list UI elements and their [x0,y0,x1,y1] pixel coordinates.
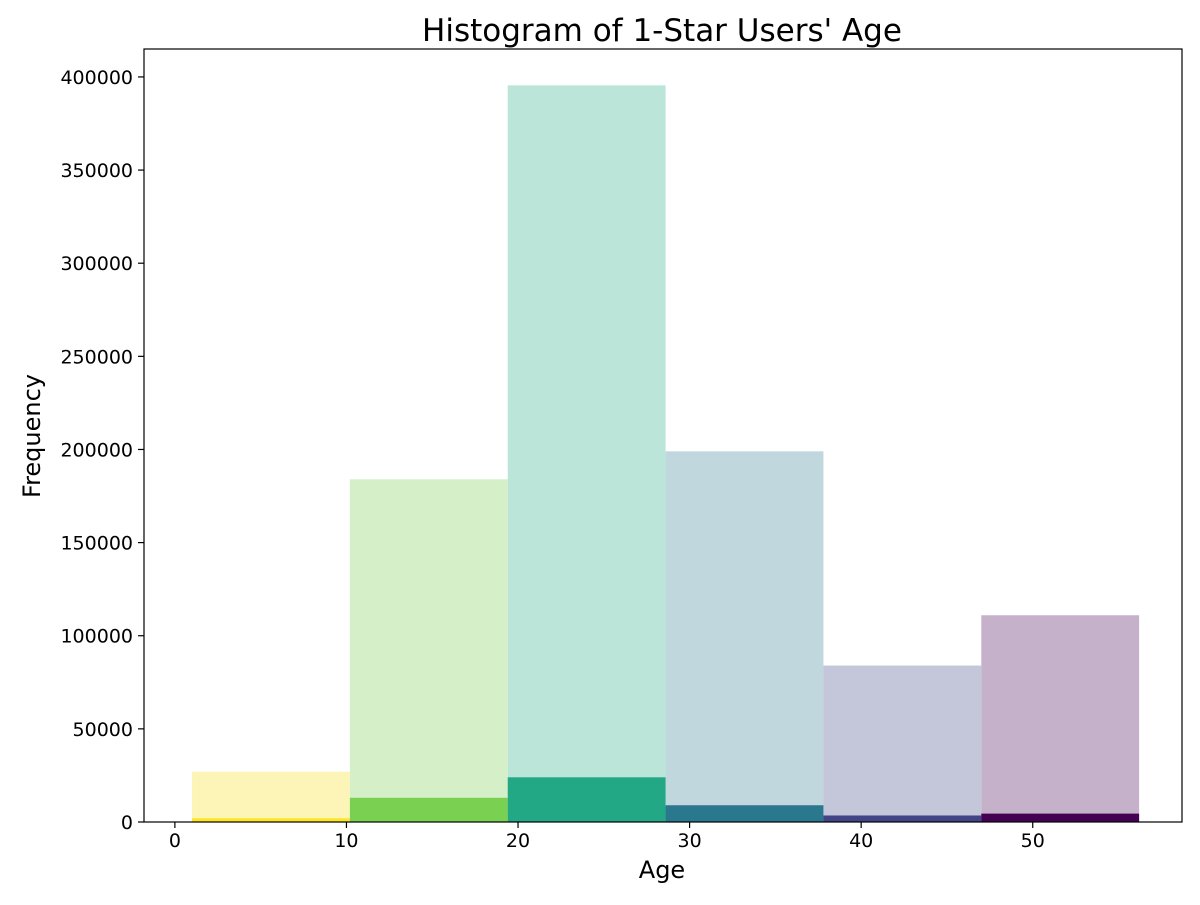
histogram-bar-1-5 [981,813,1140,822]
y-tick-label-1: 50000 [73,719,133,741]
plot-frame [143,48,1183,823]
y-tick-label-3: 150000 [60,533,133,555]
histogram-bar-0-4 [823,665,982,822]
x-tick-label-5: 50 [1021,830,1045,852]
y-tick-label-6: 300000 [60,253,133,275]
histogram-bar-1-2 [507,777,666,822]
histogram-bar-0-0 [192,771,350,822]
x-tick-label-0: 0 [169,830,181,852]
y-tick-label-4: 200000 [60,439,133,461]
x-tick-label-1: 10 [334,830,358,852]
y-axis-label: Frequency [18,374,46,498]
bars-layer [192,85,1140,823]
x-tick-label-4: 40 [849,830,873,852]
histogram-bar-1-1 [349,797,508,822]
histogram-bar-0-2 [507,85,666,823]
x-axis-label: Age [639,856,685,884]
x-tick-label-2: 20 [506,830,530,852]
y-tick-label-8: 400000 [60,67,133,89]
y-tick-label-7: 350000 [60,160,133,182]
chart-title: Histogram of 1-Star Users' Age [422,13,902,49]
histogram-bar-1-0 [192,818,350,822]
y-tick-label-2: 100000 [60,626,133,648]
histogram-bar-0-5 [981,615,1140,822]
y-tick-label-5: 250000 [60,346,133,368]
histogram-bar-0-3 [665,451,824,822]
x-tick-label-3: 30 [677,830,701,852]
histogram-bar-0-1 [349,479,508,822]
histogram-bar-1-3 [665,805,824,822]
histogram-bar-1-4 [823,815,982,822]
y-tick-label-0: 0 [121,812,133,834]
ticks-layer: 0 10 20 30 40 50 0 50000 100000 150000 200000 25000… [60,67,1044,852]
